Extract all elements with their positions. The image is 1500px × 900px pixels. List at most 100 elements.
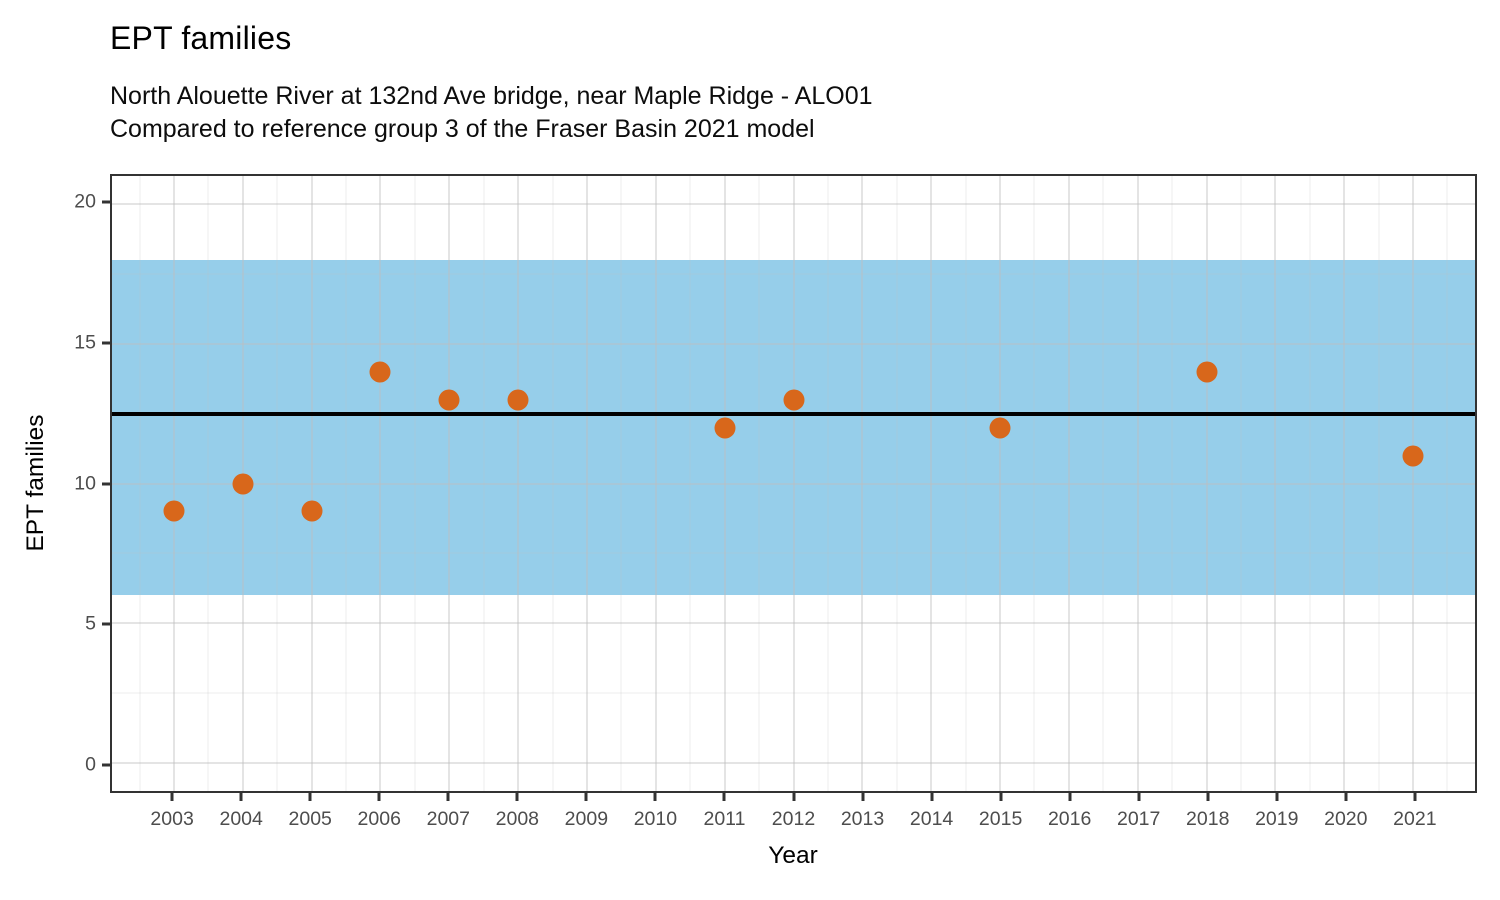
y-major-gridline	[112, 202, 1475, 205]
x-axis-tick-label: 2016	[1047, 808, 1092, 830]
x-axis-tick-mark	[446, 793, 450, 801]
x-axis-tick-mark	[861, 793, 865, 801]
y-axis-tick-label: 10	[74, 472, 96, 494]
data-point	[783, 389, 804, 411]
x-major-gridline	[654, 176, 657, 791]
y-axis-tick-mark	[102, 341, 110, 345]
data-point	[989, 417, 1011, 439]
data-point	[301, 500, 323, 522]
x-axis-ticks	[110, 793, 1477, 801]
x-axis-tick-label: 2011	[703, 808, 746, 830]
x-axis-tick-mark	[515, 793, 519, 801]
x-major-gridline	[930, 176, 933, 791]
data-point	[714, 417, 736, 439]
x-axis-tick-mark	[999, 793, 1003, 801]
x-minor-gridline	[1378, 176, 1380, 791]
y-minor-gridline	[112, 552, 1475, 554]
x-axis-tick-mark	[239, 793, 243, 801]
x-minor-gridline	[827, 176, 829, 791]
x-axis-tick-mark	[308, 793, 312, 801]
x-major-gridline	[1274, 176, 1277, 791]
x-axis-tick-label: 2019	[1255, 808, 1299, 830]
x-axis-tick-mark	[377, 793, 381, 801]
x-major-gridline	[1136, 176, 1139, 791]
x-minor-gridline	[414, 176, 416, 791]
y-axis-tick-label: 0	[85, 753, 96, 776]
y-axis-tick-label: 5	[85, 612, 96, 635]
y-axis-tick-mark	[102, 200, 110, 204]
x-axis-tick-mark	[1275, 793, 1279, 801]
x-minor-gridline	[965, 176, 967, 791]
x-axis-tick-mark	[1413, 793, 1417, 801]
x-major-gridline	[999, 176, 1001, 791]
chart-subtitle-line-2: Compared to reference group 3 of the Fra…	[110, 115, 815, 143]
x-minor-gridline	[1240, 176, 1242, 791]
x-major-gridline	[1343, 176, 1346, 791]
data-point	[1402, 445, 1424, 467]
x-minor-gridline	[1446, 176, 1448, 791]
data-point	[438, 389, 460, 411]
x-axis-tick-mark	[1068, 793, 1072, 801]
x-axis-tick-label: 2014	[909, 808, 954, 830]
x-axis-tick-label: 2013	[840, 808, 885, 830]
x-axis-tick-mark	[1344, 793, 1348, 801]
y-axis-tick-label: 20	[74, 190, 96, 213]
x-minor-gridline	[552, 176, 554, 791]
x-major-gridline	[792, 176, 795, 791]
y-major-gridline	[112, 342, 1475, 345]
x-axis-tick-label: 2004	[219, 808, 263, 830]
chart-subtitle: North Alouette River at 132nd Ave bridge…	[110, 80, 873, 146]
x-major-gridline	[585, 176, 588, 791]
x-axis-tick-label: 2012	[771, 808, 816, 830]
x-minor-gridline	[276, 176, 278, 791]
data-point	[369, 361, 391, 383]
x-major-gridline	[448, 176, 451, 791]
x-major-gridline	[172, 176, 175, 791]
data-point	[507, 389, 529, 411]
x-axis-tick-label: 2007	[426, 808, 470, 830]
y-major-gridline	[112, 762, 1475, 765]
plot-panel	[110, 174, 1477, 793]
x-axis-tick-mark	[1137, 793, 1141, 801]
x-minor-gridline	[620, 176, 622, 791]
x-axis-tick-label: 2006	[357, 808, 401, 830]
chart-title: EPT families	[110, 20, 292, 56]
x-axis-tick-mark	[653, 793, 657, 801]
x-minor-gridline	[207, 176, 209, 791]
x-minor-gridline	[1171, 176, 1173, 791]
y-axis-tick-mark	[102, 763, 110, 767]
reference-line	[112, 411, 1475, 416]
x-major-gridline	[310, 176, 313, 791]
x-axis-tick-label: 2017	[1116, 808, 1161, 830]
x-major-gridline	[379, 176, 382, 791]
x-minor-gridline	[689, 176, 691, 791]
y-axis-tick-labels: 0 5 10 15 20	[0, 174, 96, 793]
y-axis-ticks	[102, 174, 110, 793]
x-major-gridline	[723, 176, 726, 791]
x-axis-tick-label: 2015	[978, 808, 1023, 830]
data-point	[232, 473, 254, 494]
data-point	[163, 500, 185, 522]
x-axis-tick-label: 2009	[564, 808, 609, 830]
x-minor-gridline	[758, 176, 760, 791]
x-minor-gridline	[1102, 176, 1104, 791]
x-major-gridline	[1205, 176, 1208, 791]
x-minor-gridline	[1033, 176, 1035, 791]
x-minor-gridline	[896, 176, 898, 791]
y-axis-tick-mark	[102, 482, 110, 485]
x-minor-gridline	[1309, 176, 1311, 791]
x-minor-gridline	[345, 176, 347, 791]
data-point	[1196, 361, 1218, 383]
x-axis-tick-mark	[1206, 793, 1210, 801]
y-minor-gridline	[112, 692, 1475, 694]
x-minor-gridline	[139, 176, 141, 791]
x-major-gridline	[1067, 176, 1070, 791]
x-axis-tick-label: 2020	[1324, 808, 1368, 830]
y-major-gridline	[112, 482, 1475, 485]
x-axis-tick-label: 2018	[1186, 808, 1230, 830]
y-axis-tick-mark	[102, 622, 110, 626]
x-minor-gridline	[483, 176, 485, 791]
x-axis-tick-mark	[930, 793, 934, 801]
x-axis-tick-label: 2005	[288, 808, 332, 830]
